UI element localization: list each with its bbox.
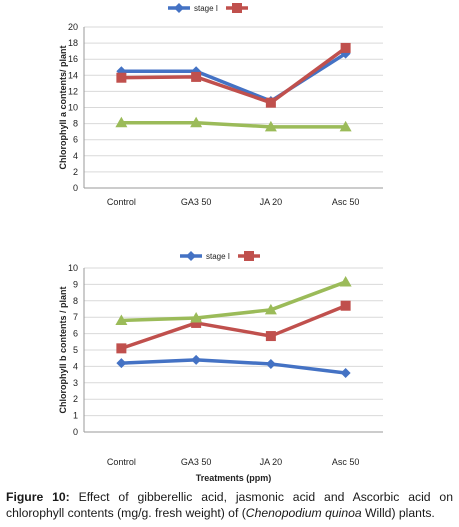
data-point [340,367,351,378]
y-tick-label: 16 [68,54,78,64]
data-point [116,358,127,369]
series-line [121,46,347,105]
legend-label: stage I [194,4,218,13]
legend-swatch-marker [244,251,254,261]
data-point [115,116,128,128]
caption-text-after: Willd) plants. [361,506,435,520]
legend-label: stage I [206,252,230,261]
x-tick-label: Asc 50 [332,197,360,207]
y-axis-title: Chlorophyll a contents/ plant [58,45,68,169]
y-tick-label: 2 [73,394,78,404]
data-point [116,343,127,354]
y-axis-title: Chlorophyll b contents / plant [58,286,68,413]
y-tick-label: 8 [73,296,78,306]
x-tick-label: JA 20 [260,457,283,467]
x-tick-label: GA3 50 [181,197,212,207]
y-tick-label: 7 [73,312,78,322]
data-point [265,331,276,342]
x-tick-label: JA 20 [260,197,283,207]
data-point [340,300,351,311]
y-tick-label: 10 [68,263,78,273]
caption-label: Figure 10: [6,490,70,504]
data-point [190,312,203,323]
y-tick-label: 18 [68,38,78,48]
y-tick-label: 1 [73,411,78,421]
y-tick-label: 2 [73,167,78,177]
data-point [191,317,202,328]
caption-text-before: Effect of gibberellic acid, jasmonic aci… [6,490,453,520]
series-line [121,121,346,129]
caption-species: Chenopodium quinoa [245,506,362,520]
series-line [120,304,347,351]
y-tick-label: 4 [73,151,78,161]
y-tick-label: 10 [68,103,78,113]
data-point [340,42,351,53]
data-point [339,120,352,132]
chart-chlorophyll-a: 0 2 4 6 8 10 12 14 16 18 20 Control GA3 50 JA 20 Asc 5… [0,0,459,228]
chart-a-svg: 0 2 4 6 8 10 12 14 16 18 20 Control GA3 50 JA 20 Asc 5… [58,3,383,207]
chart-chlorophyll-b: 0 1 2 3 4 5 6 7 8 9 10 Control GA3 50 JA 20 Asc 50 Chlo… [0,246,459,486]
y-tick-label: 9 [73,279,78,289]
data-point [190,116,203,128]
data-point [264,120,277,132]
x-axis-title: Treatments (ppm) [196,473,272,483]
data-point [116,72,127,83]
y-tick-label: 5 [73,345,78,355]
legend-swatch-marker [186,251,196,261]
data-point [265,97,276,108]
y-tick-label: 0 [73,427,78,437]
x-tick-label: Control [107,457,136,467]
data-point [265,358,276,369]
x-tick-label: Asc 50 [332,457,360,467]
x-tick-label: Control [107,197,136,207]
y-tick-label: 6 [73,329,78,339]
x-tick-label: GA3 50 [181,457,212,467]
y-tick-label: 8 [73,119,78,129]
y-tick-label: 0 [73,183,78,193]
y-tick-label: 6 [73,135,78,145]
y-tick-label: 14 [68,70,78,80]
figure-caption: Figure 10: Effect of gibberellic acid, j… [6,489,453,521]
legend-swatch-marker [174,3,184,13]
series-line [121,280,347,323]
y-tick-label: 3 [73,378,78,388]
series-line [121,358,346,375]
data-point [191,354,202,365]
data-point [115,314,128,325]
data-point [191,71,202,82]
legend-swatch-marker [232,3,242,13]
chart-b-svg: 0 1 2 3 4 5 6 7 8 9 10 Control GA3 50 JA 20 Asc 50 Chlo… [58,251,383,483]
data-point [339,275,352,287]
data-point [264,303,277,315]
y-tick-label: 12 [68,86,78,96]
y-tick-label: 20 [68,22,78,32]
y-tick-label: 4 [73,361,78,371]
